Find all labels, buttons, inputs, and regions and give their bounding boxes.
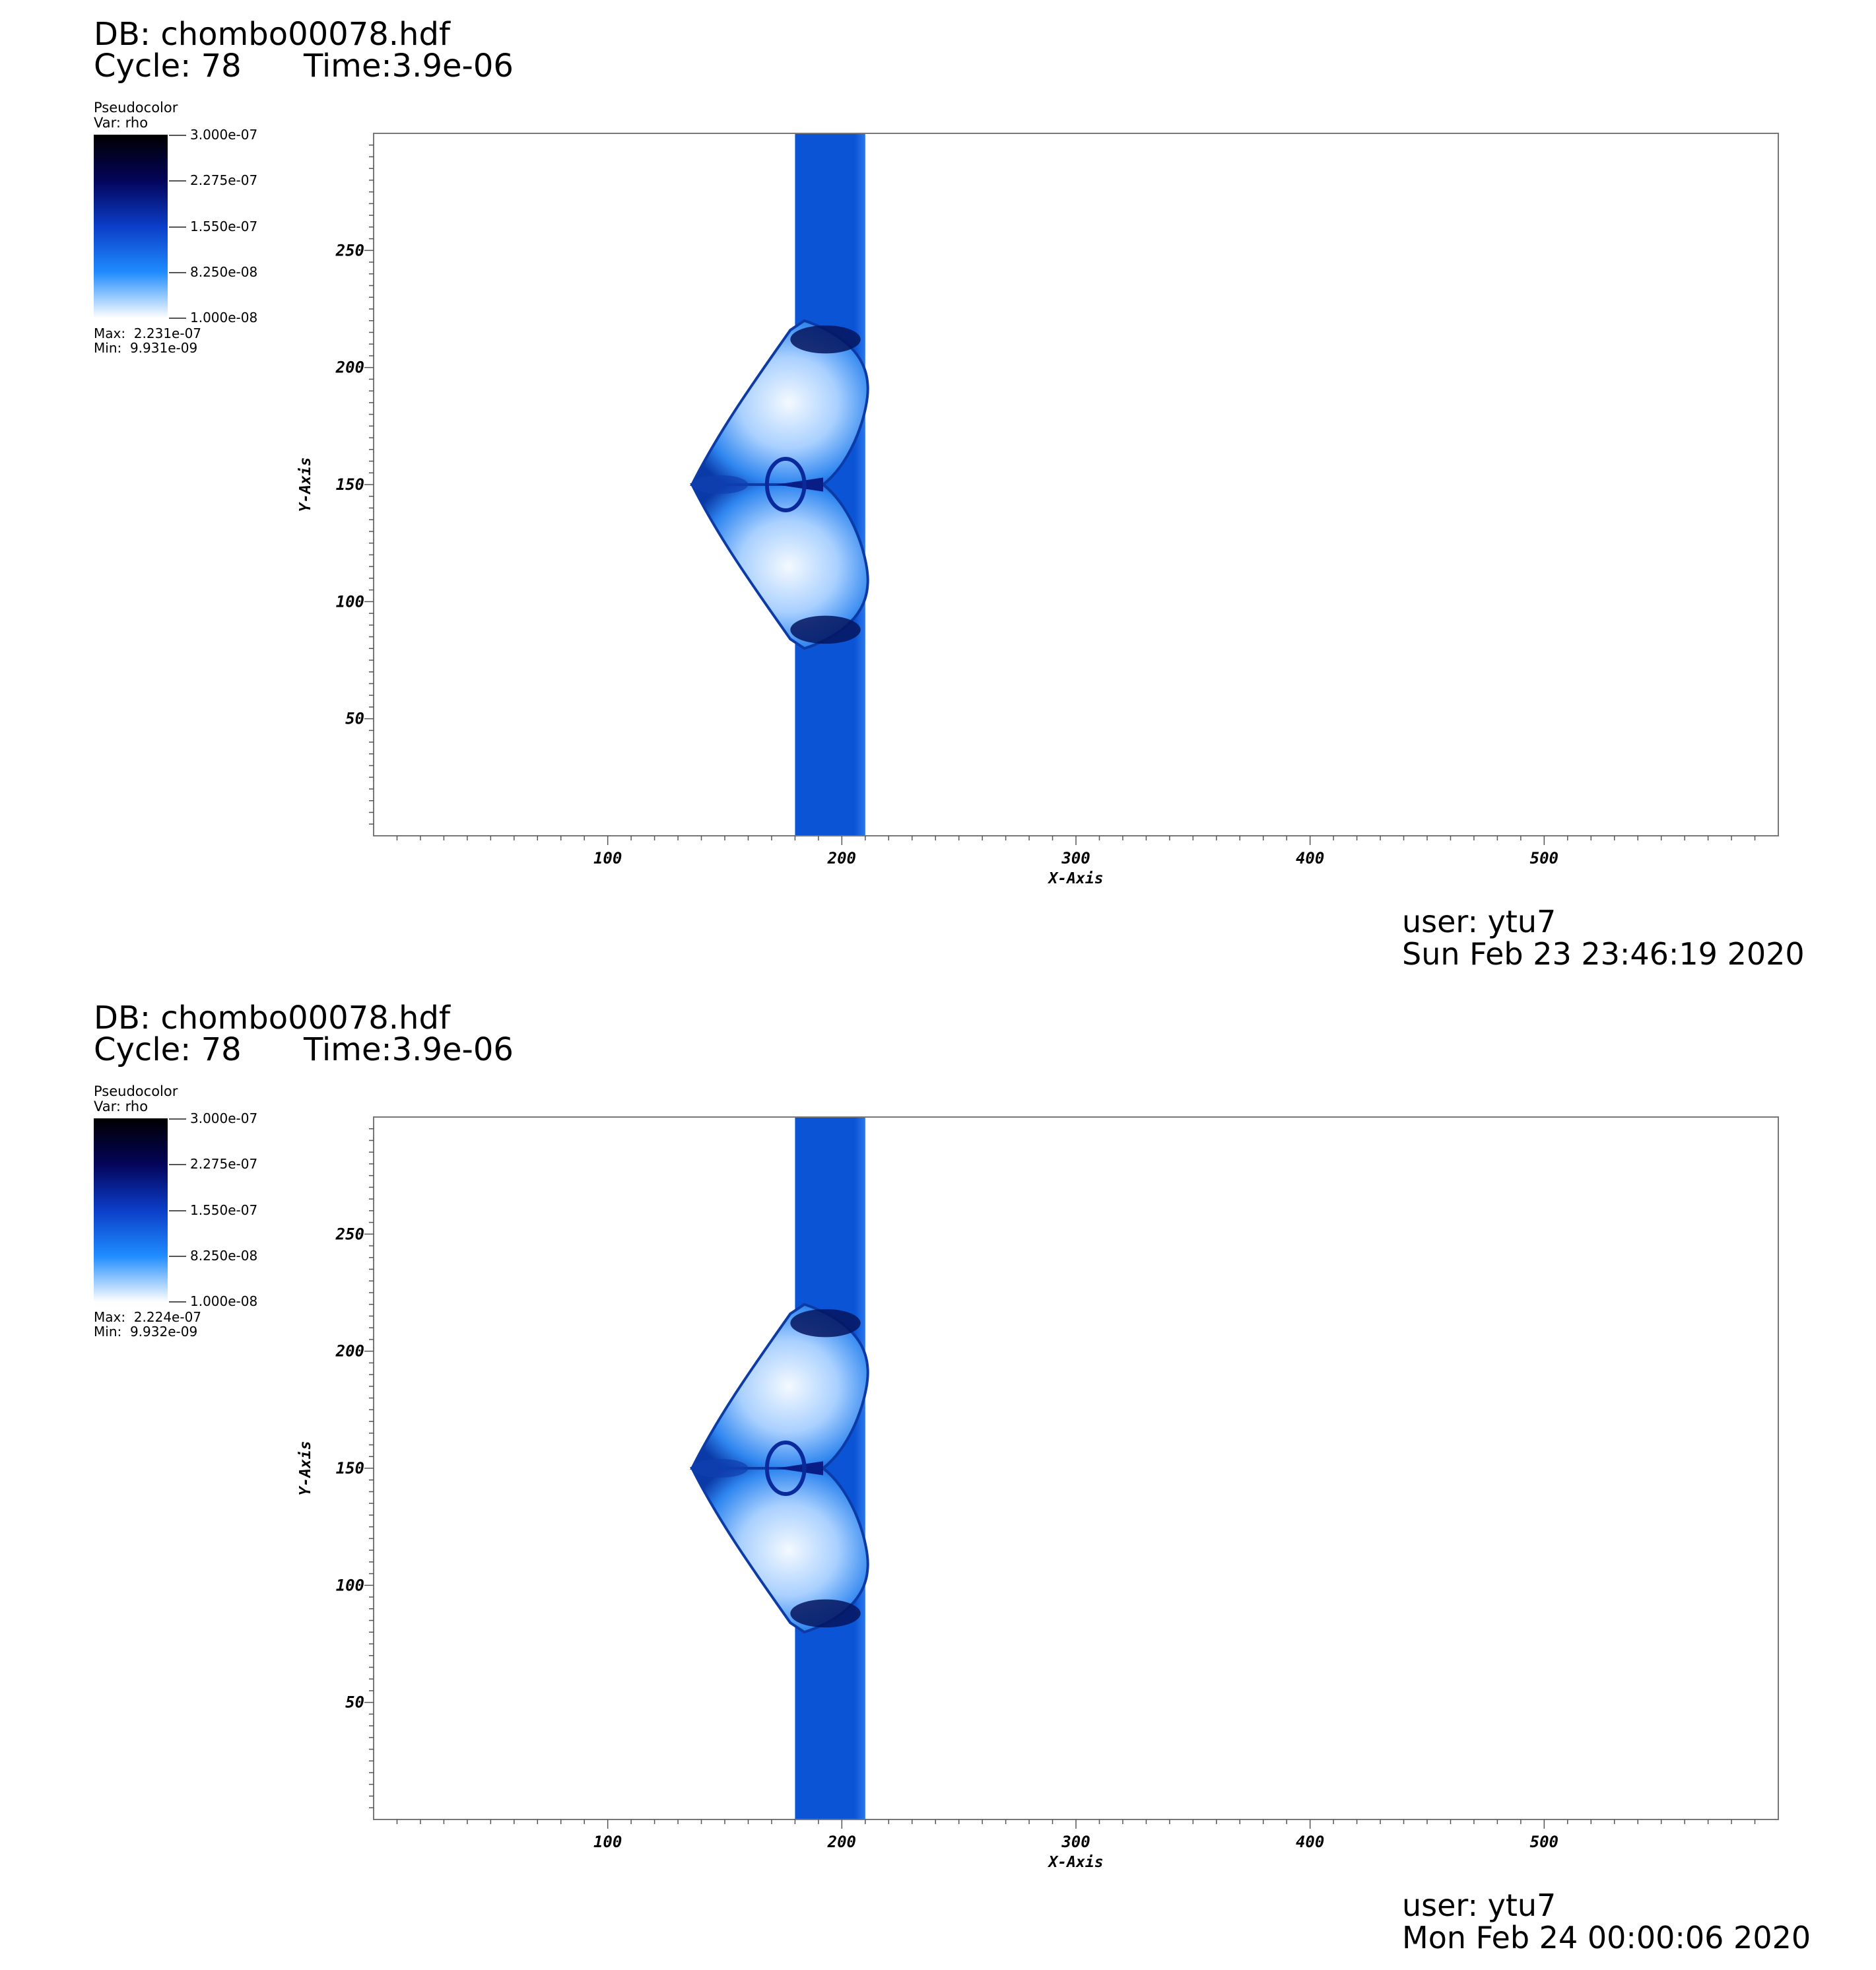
x-tick-label: 500 (1530, 849, 1558, 867)
plot-area (374, 1117, 1778, 1819)
time-label: Time:3.9e-06 (304, 1031, 514, 1068)
legend-min: Min: 9.932e-09 (94, 1324, 198, 1340)
colorbar-tick (169, 318, 186, 319)
colorbar-tick-label: 1.000e-08 (190, 310, 258, 325)
upper-cap (790, 325, 861, 354)
user-label: user: ytu7 (1402, 904, 1557, 939)
colorbar-tick-label: 2.275e-07 (190, 172, 258, 188)
upper-cap (790, 1308, 861, 1338)
date-label: Mon Feb 24 00:00:06 2020 (1402, 1920, 1811, 1955)
legend-max: Max: 2.231e-07 (94, 325, 202, 341)
colorbar-tick-label: 8.250e-08 (190, 264, 258, 280)
x-tick-label: 300 (1061, 1833, 1090, 1851)
database-label: DB: chombo00078.hdf (94, 16, 450, 53)
field-layer (690, 133, 869, 836)
x-tick-label: 400 (1296, 849, 1324, 867)
plot-area (374, 133, 1778, 836)
x-tick-label: 200 (827, 1833, 856, 1851)
x-tick-label: 100 (593, 1833, 622, 1851)
x-tick-label: 200 (827, 849, 856, 867)
y-tick-label: 50 (345, 1693, 364, 1712)
visit-window-1: DB: chombo00078.hdf Cycle: 78 Time:3.9e-… (0, 0, 1876, 984)
x-axis-title: X-Axis (1047, 870, 1103, 887)
colorbar-tick-label: 3.000e-07 (190, 127, 258, 143)
colorbar-tick (169, 180, 186, 182)
x-tick-label: 500 (1530, 1833, 1558, 1851)
y-tick-label: 100 (336, 592, 364, 611)
colorbar-tick-label: 2.275e-07 (190, 1156, 258, 1172)
legend-plot-type: Pseudocolor (94, 100, 178, 116)
visit-window-2: DB: chombo00078.hdf Cycle: 78 Time:3.9e-… (0, 984, 1876, 1967)
y-tick-label: 200 (335, 358, 364, 377)
y-tick-label: 100 (336, 1576, 364, 1594)
field-layer (690, 1117, 869, 1819)
colorbar-tick (169, 1301, 186, 1303)
leading-shock (692, 1458, 749, 1478)
colorbar-tick-label: 8.250e-08 (190, 1248, 258, 1264)
cycle-label: Cycle: 78 (94, 48, 242, 85)
colorbar-tick (169, 226, 186, 228)
time-label: Time:3.9e-06 (304, 48, 514, 85)
central-vortex (764, 456, 807, 513)
colorbar-tick (169, 272, 186, 273)
y-tick-label: 150 (336, 475, 364, 494)
pseudocolor-plot: 100 200 300 400 500 50 100 150 200 250 X-Axis Y-Axi… (297, 133, 1779, 887)
y-tick-label: 250 (335, 1225, 364, 1243)
database-label: DB: chombo00078.hdf (94, 1000, 450, 1036)
y-tick-label: 200 (335, 1342, 364, 1361)
colorbar-tick (169, 1256, 186, 1257)
x-axis-title: X-Axis (1047, 1854, 1103, 1871)
y-axis-title: Y-Axis (297, 1441, 314, 1495)
leading-shock (692, 475, 749, 494)
x-tick-label: 400 (1296, 1833, 1324, 1851)
colorbar-tick (169, 1118, 186, 1120)
date-label: Sun Feb 23 23:46:19 2020 (1402, 936, 1805, 972)
pseudocolor-plot: 100 200 300 400 500 50 100 150 200 250 X-Axis Y-Axi… (297, 1116, 1779, 1871)
colorbar-tick-label: 1.550e-07 (190, 1202, 258, 1218)
legend-variable: Var: rho (94, 1099, 149, 1114)
central-jet (776, 477, 823, 492)
user-label: user: ytu7 (1402, 1887, 1557, 1923)
y-tick-label: 150 (336, 1459, 364, 1478)
colorbar-tick-label: 1.550e-07 (190, 219, 258, 234)
lower-cap (790, 1599, 861, 1628)
lower-cap (790, 615, 861, 644)
central-jet (776, 1461, 823, 1476)
colorbar-tick-label: 1.000e-08 (190, 1293, 258, 1309)
colorbar-tick-label: 3.000e-07 (190, 1110, 258, 1126)
colorbar (94, 1118, 168, 1302)
legend-min: Min: 9.931e-09 (94, 340, 198, 356)
cycle-label: Cycle: 78 (94, 1031, 242, 1068)
y-tick-label: 250 (335, 241, 364, 259)
colorbar-tick (169, 135, 186, 136)
colorbar-tick (169, 1164, 186, 1165)
colorbar (94, 135, 168, 318)
legend-variable: Var: rho (94, 115, 149, 131)
central-vortex (764, 1440, 807, 1497)
x-tick-label: 300 (1061, 849, 1090, 867)
x-tick-label: 100 (593, 849, 622, 867)
legend-plot-type: Pseudocolor (94, 1083, 178, 1099)
y-axis-title: Y-Axis (297, 457, 314, 512)
colorbar-tick (169, 1210, 186, 1211)
legend-max: Max: 2.224e-07 (94, 1309, 202, 1325)
y-tick-label: 50 (345, 710, 364, 728)
